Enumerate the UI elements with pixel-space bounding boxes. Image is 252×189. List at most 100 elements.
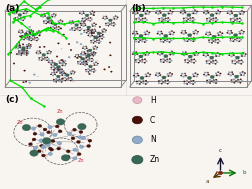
Circle shape (113, 25, 114, 26)
Circle shape (50, 74, 52, 75)
Circle shape (161, 80, 162, 81)
Circle shape (16, 43, 18, 45)
Circle shape (13, 63, 15, 64)
Circle shape (135, 39, 137, 40)
Circle shape (55, 13, 56, 14)
Circle shape (95, 24, 97, 25)
Circle shape (231, 56, 232, 57)
Circle shape (53, 81, 55, 82)
Circle shape (61, 22, 62, 24)
Circle shape (87, 20, 89, 21)
Circle shape (183, 76, 184, 77)
Circle shape (17, 17, 18, 18)
Circle shape (220, 73, 221, 74)
Circle shape (32, 38, 34, 40)
Circle shape (212, 60, 214, 61)
Text: (c): (c) (5, 95, 19, 105)
Circle shape (42, 154, 45, 157)
Circle shape (144, 21, 146, 22)
Circle shape (171, 31, 173, 32)
Circle shape (26, 52, 27, 53)
Circle shape (99, 36, 100, 37)
Circle shape (52, 62, 53, 63)
Circle shape (141, 41, 143, 42)
Circle shape (237, 80, 238, 81)
Circle shape (102, 18, 104, 19)
Circle shape (25, 81, 27, 82)
Circle shape (15, 19, 16, 20)
Circle shape (236, 38, 238, 39)
Circle shape (69, 20, 71, 22)
Circle shape (39, 139, 43, 142)
Circle shape (160, 59, 162, 60)
Circle shape (139, 84, 141, 85)
Circle shape (61, 78, 62, 79)
Circle shape (80, 64, 81, 65)
Circle shape (110, 71, 112, 72)
Circle shape (54, 74, 56, 75)
Circle shape (85, 55, 86, 56)
Circle shape (142, 39, 143, 40)
Circle shape (230, 20, 232, 22)
Circle shape (91, 19, 93, 20)
Circle shape (240, 53, 242, 55)
Circle shape (86, 29, 87, 30)
Circle shape (60, 71, 61, 72)
Circle shape (240, 63, 242, 64)
Circle shape (184, 38, 185, 39)
Circle shape (114, 24, 116, 25)
Circle shape (61, 72, 62, 73)
Circle shape (160, 61, 162, 62)
Circle shape (168, 75, 169, 77)
Circle shape (53, 72, 54, 73)
Circle shape (139, 34, 143, 37)
Circle shape (30, 38, 32, 39)
Circle shape (93, 15, 95, 16)
Circle shape (62, 61, 64, 62)
Circle shape (41, 60, 42, 61)
Circle shape (217, 39, 219, 40)
Circle shape (240, 19, 242, 21)
Circle shape (43, 46, 45, 47)
Circle shape (196, 33, 198, 34)
Circle shape (40, 32, 42, 33)
Circle shape (87, 18, 89, 19)
Circle shape (32, 138, 36, 141)
Circle shape (69, 29, 71, 30)
Circle shape (244, 73, 246, 74)
Circle shape (48, 20, 49, 21)
Circle shape (65, 63, 67, 64)
Circle shape (142, 20, 143, 22)
Circle shape (166, 59, 168, 60)
Circle shape (73, 148, 77, 151)
Circle shape (68, 57, 70, 58)
Circle shape (209, 21, 211, 22)
Circle shape (60, 68, 61, 69)
Circle shape (188, 82, 190, 83)
Circle shape (147, 82, 148, 83)
Circle shape (133, 10, 135, 12)
Circle shape (28, 30, 30, 32)
Circle shape (80, 43, 82, 45)
Circle shape (146, 76, 147, 77)
Circle shape (187, 59, 188, 60)
Circle shape (71, 28, 73, 29)
Circle shape (159, 54, 161, 56)
Circle shape (51, 64, 52, 65)
Circle shape (184, 60, 186, 61)
Circle shape (62, 65, 63, 66)
Circle shape (215, 73, 217, 74)
Circle shape (29, 82, 31, 83)
Circle shape (156, 72, 158, 74)
Circle shape (193, 62, 195, 63)
Circle shape (108, 66, 110, 68)
Circle shape (27, 53, 29, 54)
Circle shape (72, 79, 73, 80)
Circle shape (91, 29, 93, 30)
Circle shape (99, 40, 100, 41)
Circle shape (89, 36, 91, 37)
Circle shape (91, 31, 92, 32)
Circle shape (194, 54, 196, 56)
Circle shape (148, 13, 149, 15)
Circle shape (241, 81, 243, 82)
